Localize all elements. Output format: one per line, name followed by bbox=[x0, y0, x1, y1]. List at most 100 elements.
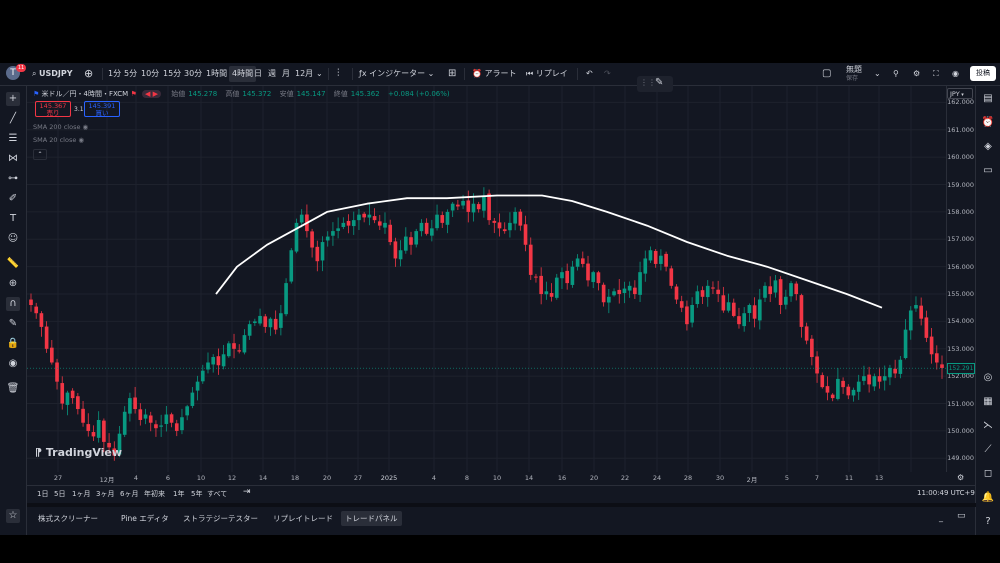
post-button[interactable]: 投稿 bbox=[970, 66, 996, 81]
interval-9[interactable]: 月 bbox=[282, 69, 290, 78]
minimize-panel-icon[interactable]: _ bbox=[939, 513, 943, 522]
eye-icon[interactable]: ◉ bbox=[82, 123, 89, 131]
candle-body bbox=[487, 193, 491, 221]
panel-tab[interactable]: ストラテジーテスター bbox=[183, 514, 258, 523]
drag-handle-icon[interactable]: ⋮⋮ bbox=[640, 78, 656, 87]
lock-icon[interactable]: 🔒 bbox=[6, 338, 20, 349]
layers-icon[interactable]: ◈ bbox=[984, 141, 992, 152]
quick-search-icon[interactable]: ⚲ bbox=[893, 69, 899, 78]
candle-body bbox=[419, 222, 424, 232]
price-axis[interactable]: 162.000 161.000 160.000 159.000 158.000 157.0… bbox=[946, 86, 977, 472]
zoom-in-icon[interactable]: ⊕ bbox=[8, 278, 18, 289]
target-icon[interactable]: ◎ bbox=[983, 372, 993, 383]
layout-square-icon[interactable]: ▢ bbox=[822, 68, 832, 79]
interval-1[interactable]: 5分 bbox=[124, 69, 138, 78]
candle-body bbox=[497, 222, 502, 229]
trendline-icon[interactable]: ╱ bbox=[9, 113, 17, 124]
range-button[interactable]: 年初来 bbox=[144, 490, 165, 498]
layout-name-button[interactable]: 無題 保存 bbox=[846, 63, 862, 87]
replay-button[interactable]: ⏮ リプレイ bbox=[526, 63, 568, 85]
interval-2[interactable]: 10分 bbox=[141, 69, 160, 78]
goto-date-icon[interactable]: ⇥ bbox=[243, 487, 251, 497]
ruler-icon[interactable]: 📏 bbox=[6, 258, 20, 269]
panel-tab[interactable]: トレードパネル bbox=[341, 511, 402, 526]
settings-gear-icon[interactable]: ⚙ bbox=[913, 69, 921, 78]
range-button[interactable]: 1日 bbox=[37, 490, 49, 498]
maximize-panel-icon[interactable]: ▭ bbox=[957, 511, 966, 521]
panel-tab[interactable]: Pine エディタ bbox=[121, 514, 169, 523]
time-axis[interactable]: 27 12月 4 6 10 12 14 18 20 27 2025 4 8 10 14 16 20 22 24 28 3… bbox=[27, 472, 964, 485]
fullscreen-icon[interactable]: ⛶ bbox=[933, 69, 939, 78]
layout-name: 無題 bbox=[846, 65, 862, 74]
watchlist-icon[interactable]: ▤ bbox=[983, 93, 993, 104]
buy-button[interactable]: 145.391 買い bbox=[84, 101, 120, 117]
range-button[interactable]: 5日 bbox=[54, 490, 66, 498]
range-button[interactable]: 6ヶ月 bbox=[120, 490, 139, 498]
layout-chevron-icon[interactable]: ⌄ bbox=[874, 69, 881, 78]
interval-7[interactable]: 日 bbox=[254, 69, 262, 78]
compare-add-icon[interactable]: ⊕ bbox=[84, 67, 94, 80]
symbol-search[interactable]: ⌕ USDJPY bbox=[32, 63, 73, 85]
range-button[interactable]: 5年 bbox=[191, 490, 203, 498]
range-button[interactable]: 3ヶ月 bbox=[96, 490, 115, 498]
time-tick-label: 28 bbox=[683, 474, 693, 482]
alert-button[interactable]: ⏰ アラート bbox=[472, 63, 517, 85]
sell-button[interactable]: 145.367 売り bbox=[35, 101, 71, 117]
currency-selector[interactable]: JPY ▾ bbox=[947, 88, 973, 99]
pitchfork-icon[interactable]: ⋋ bbox=[983, 420, 993, 431]
indicator-sma20[interactable]: SMA 20 close ◉ bbox=[33, 136, 84, 144]
pattern-icon[interactable]: ⋈ bbox=[8, 153, 18, 164]
trash-icon[interactable]: 🗑 bbox=[6, 383, 20, 394]
clock-timezone[interactable]: 11:00:49 UTC+9 bbox=[917, 489, 975, 497]
panel-tab[interactable]: 株式スクリーナー bbox=[38, 514, 98, 523]
camera-snapshot-icon[interactable]: ◉ bbox=[952, 69, 959, 78]
templates-grid-icon[interactable]: ⊞ bbox=[448, 68, 457, 79]
lock-drawing-icon[interactable]: ✎ bbox=[8, 318, 18, 329]
interval-8[interactable]: 週 bbox=[268, 69, 276, 78]
calendar-icon[interactable]: ▦ bbox=[983, 396, 993, 407]
interval-0[interactable]: 1分 bbox=[108, 69, 122, 78]
star-watchlist-icon[interactable]: ☆ bbox=[6, 509, 20, 523]
floating-drawing-toolbar[interactable]: ⋮⋮ ✎ bbox=[637, 76, 673, 92]
eye-icon[interactable]: ◉ bbox=[8, 358, 18, 369]
crosshair-icon[interactable]: + bbox=[6, 92, 20, 106]
collapse-legend-chevron-icon[interactable]: ⌃ bbox=[33, 149, 47, 160]
chat-icon[interactable]: ▭ bbox=[983, 165, 993, 176]
interval-6[interactable]: 4時間 bbox=[229, 66, 257, 82]
candle-body bbox=[836, 378, 840, 399]
projection-icon[interactable]: ⊶ bbox=[8, 173, 18, 184]
brush-icon[interactable]: ✐ bbox=[8, 193, 18, 204]
panel-tab[interactable]: リプレイトレード bbox=[273, 514, 333, 523]
drawings-icon[interactable]: ⟋ bbox=[984, 444, 992, 455]
indicator-sma200[interactable]: SMA 200 close ◉ bbox=[33, 123, 88, 131]
range-button[interactable]: 1年 bbox=[173, 490, 185, 498]
legend-toggle[interactable]: ◀ ▶ bbox=[141, 90, 161, 98]
interval-3[interactable]: 15分 bbox=[163, 69, 182, 78]
magnet-icon[interactable]: ∩ bbox=[6, 297, 20, 311]
chat-bubble-icon[interactable]: ◻ bbox=[983, 468, 993, 479]
eye-icon[interactable]: ◉ bbox=[78, 136, 85, 144]
interval-dropdown-chevron-icon[interactable]: ⌄ bbox=[316, 69, 323, 78]
range-button[interactable]: すべて bbox=[207, 490, 228, 498]
undo-icon[interactable]: ↶ bbox=[586, 69, 593, 78]
fib-retracement-icon[interactable]: ☰ bbox=[8, 133, 18, 144]
interval-10[interactable]: 12月 bbox=[295, 69, 314, 78]
interval-4[interactable]: 30分 bbox=[184, 69, 203, 78]
candle-body bbox=[612, 291, 616, 296]
close-value: 145.362 bbox=[350, 90, 380, 98]
help-icon[interactable]: ? bbox=[985, 516, 991, 527]
bell-icon[interactable]: 🔔 bbox=[981, 492, 995, 503]
candle-body bbox=[138, 409, 143, 420]
range-button[interactable]: 1ヶ月 bbox=[72, 490, 91, 498]
indicators-button[interactable]: ƒx インジケーター ⌄ bbox=[359, 63, 434, 85]
pencil-icon[interactable]: ✎ bbox=[655, 77, 664, 88]
redo-icon[interactable]: ↷ bbox=[604, 69, 611, 78]
legend-title[interactable]: 米ドル／円・4時間・FXCM bbox=[41, 90, 129, 98]
chart-settings-gear-icon[interactable]: ⚙ bbox=[957, 473, 965, 482]
interval-5[interactable]: 1時間 bbox=[206, 69, 228, 78]
alarm-icon[interactable]: ⏰ bbox=[981, 117, 995, 128]
chart-pane[interactable]: ⚑ 米ドル／円・4時間・FXCM ⚑ ◀ ▶ 始値 145.278 高値 145.3… bbox=[27, 86, 946, 472]
emoji-icon[interactable]: ☺ bbox=[7, 233, 19, 244]
candle-style-icon[interactable]: ⫶ bbox=[337, 68, 340, 79]
text-icon[interactable]: T bbox=[9, 213, 17, 224]
